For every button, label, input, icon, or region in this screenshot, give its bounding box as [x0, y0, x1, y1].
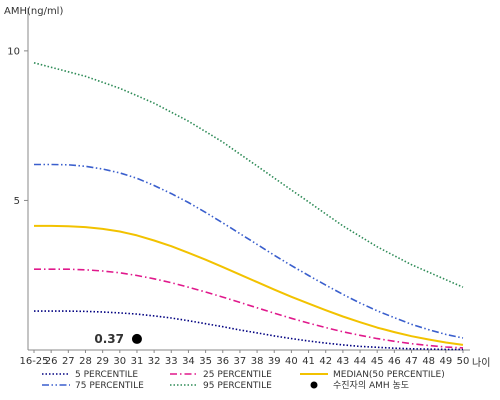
legend-point-marker — [310, 381, 318, 389]
x-tick-label: 28 — [79, 356, 92, 367]
x-tick-label: 31 — [131, 356, 144, 367]
patient-point-group: 0.37 — [94, 332, 142, 346]
series-line-95-percentile — [33, 62, 464, 288]
series-line-75-percentile — [34, 163, 464, 339]
x-tick-label: 36 — [216, 356, 229, 367]
legend-label: 수진자의 AMH 농도 — [333, 380, 409, 391]
x-tick-label: 32 — [148, 356, 161, 367]
legend-label: 25 PERCENTILE — [203, 370, 272, 380]
legend-label: 95 PERCENTILE — [203, 381, 272, 391]
legend-label: MEDIAN(50 PERCENTILE) — [333, 370, 445, 380]
legend: 5 PERCENTILE 25 PERCENTILE MEDIAN(50 PERCE… — [42, 370, 445, 391]
series-lines — [33, 62, 464, 351]
x-tick-label: 48 — [422, 356, 435, 367]
patient-amh-value-label: 0.37 — [94, 332, 124, 346]
legend-label: 5 PERCENTILE — [75, 370, 138, 380]
x-tick-label: 45 — [371, 356, 384, 367]
y-tick-label: 5 — [14, 196, 20, 207]
patient-amh-point — [131, 333, 142, 344]
series-line-median-50-percentile — [34, 224, 464, 346]
legend-label: 75 PERCENTILE — [75, 381, 144, 391]
x-tick-label: 41 — [302, 356, 315, 367]
x-tick-label: 50 — [457, 356, 470, 367]
series-line-5-percentile — [34, 310, 463, 351]
x-tick-label: 16-25 — [19, 356, 48, 367]
x-tick-label: 43 — [337, 356, 350, 367]
x-tick-label: 30 — [113, 356, 126, 367]
series-line-25-percentile — [34, 268, 464, 349]
x-tick-label: 37 — [234, 356, 247, 367]
y-tick-label: 10 — [7, 46, 20, 57]
x-tick-label: 34 — [182, 356, 195, 367]
x-tick-label: 46 — [388, 356, 401, 367]
x-axis-label: 나이 — [472, 357, 490, 369]
x-tick-label: 49 — [439, 356, 452, 367]
x-tick-label: 38 — [251, 356, 264, 367]
x-tick-label: 29 — [96, 356, 109, 367]
x-tick-label: 39 — [268, 356, 281, 367]
x-tick-label: 26 — [45, 356, 58, 367]
x-tick-label: 35 — [199, 356, 212, 367]
x-tick-label: 27 — [62, 356, 75, 367]
x-axis: 나이 — [28, 349, 490, 369]
y-axis: AMH(ng/ml) — [4, 6, 63, 350]
x-tick-label: 47 — [405, 356, 418, 367]
y-axis-label: AMH(ng/ml) — [4, 6, 63, 17]
x-tick-label: 42 — [319, 356, 332, 367]
x-tick-label: 33 — [165, 356, 178, 367]
x-tick-label: 40 — [285, 356, 298, 367]
x-tick-label: 44 — [354, 356, 367, 367]
